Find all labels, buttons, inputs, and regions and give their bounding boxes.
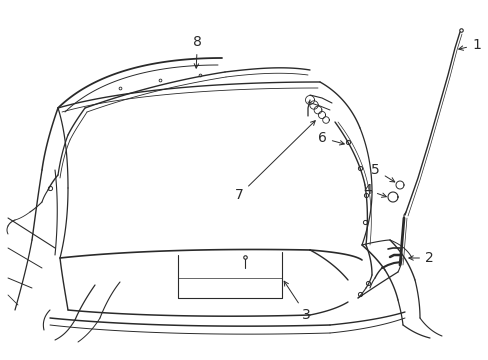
Text: 3: 3 xyxy=(284,281,310,322)
Text: 5: 5 xyxy=(370,163,394,182)
Text: 7: 7 xyxy=(235,121,315,202)
Text: 2: 2 xyxy=(408,251,433,265)
Text: 6: 6 xyxy=(317,131,344,145)
Text: 4: 4 xyxy=(363,183,386,197)
Text: 8: 8 xyxy=(193,35,202,68)
Text: 1: 1 xyxy=(458,38,480,52)
